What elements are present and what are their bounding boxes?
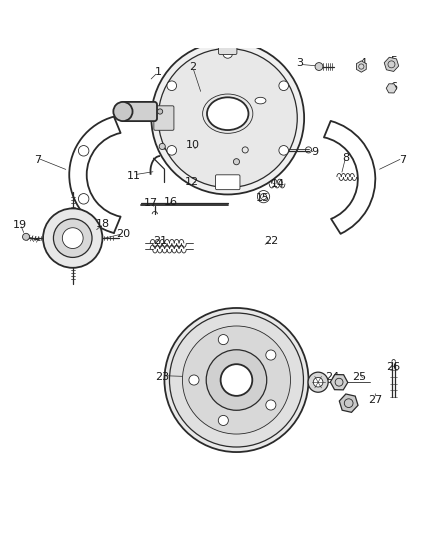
Circle shape [189, 375, 199, 385]
Circle shape [170, 313, 304, 447]
Text: 8: 8 [342, 153, 349, 163]
Text: 23: 23 [155, 372, 170, 382]
Circle shape [233, 159, 240, 165]
Text: 10: 10 [186, 140, 200, 150]
Text: 24: 24 [325, 372, 339, 382]
Text: 9: 9 [311, 147, 318, 157]
Circle shape [223, 49, 233, 58]
Circle shape [221, 364, 252, 396]
Circle shape [266, 400, 276, 410]
Text: 13: 13 [221, 180, 235, 189]
Circle shape [22, 233, 29, 240]
Circle shape [164, 308, 308, 452]
Text: 11: 11 [127, 171, 141, 181]
Text: 14: 14 [271, 179, 285, 189]
Ellipse shape [255, 98, 266, 104]
Text: 17: 17 [144, 198, 159, 208]
Circle shape [218, 335, 228, 345]
Ellipse shape [207, 98, 248, 130]
Circle shape [157, 109, 162, 114]
Text: 22: 22 [264, 236, 279, 246]
Text: 3: 3 [296, 59, 303, 68]
Circle shape [279, 146, 289, 155]
Text: 12: 12 [184, 177, 198, 187]
Circle shape [167, 81, 177, 91]
Circle shape [151, 42, 304, 195]
Circle shape [167, 146, 177, 155]
Text: 6: 6 [390, 83, 397, 93]
Circle shape [158, 49, 297, 188]
Text: 15: 15 [256, 192, 270, 203]
Circle shape [313, 377, 323, 387]
Text: 5: 5 [390, 56, 397, 66]
Text: 4: 4 [360, 59, 367, 68]
Circle shape [78, 146, 89, 156]
Circle shape [223, 178, 233, 188]
Circle shape [113, 102, 133, 121]
FancyBboxPatch shape [215, 175, 240, 190]
Text: 26: 26 [387, 362, 401, 372]
Circle shape [78, 193, 89, 204]
Text: 20: 20 [116, 229, 130, 239]
Circle shape [159, 143, 165, 149]
Text: 7: 7 [34, 155, 41, 165]
Text: 25: 25 [352, 372, 366, 382]
Text: 21: 21 [153, 236, 167, 246]
Circle shape [266, 350, 276, 360]
Text: 19: 19 [13, 220, 28, 230]
Text: 18: 18 [96, 219, 110, 229]
Circle shape [315, 62, 323, 70]
Circle shape [279, 81, 289, 91]
Circle shape [206, 350, 267, 410]
Circle shape [218, 415, 228, 425]
Circle shape [53, 219, 92, 257]
Circle shape [183, 326, 290, 434]
Text: 2: 2 [189, 61, 196, 71]
Circle shape [308, 372, 328, 392]
FancyBboxPatch shape [121, 102, 157, 121]
Text: 16: 16 [164, 197, 178, 207]
Text: 1: 1 [154, 67, 161, 77]
Text: 7: 7 [399, 155, 406, 165]
Circle shape [43, 208, 102, 268]
Text: 27: 27 [368, 394, 382, 405]
Circle shape [62, 228, 83, 248]
FancyBboxPatch shape [219, 43, 237, 54]
FancyBboxPatch shape [154, 106, 174, 130]
